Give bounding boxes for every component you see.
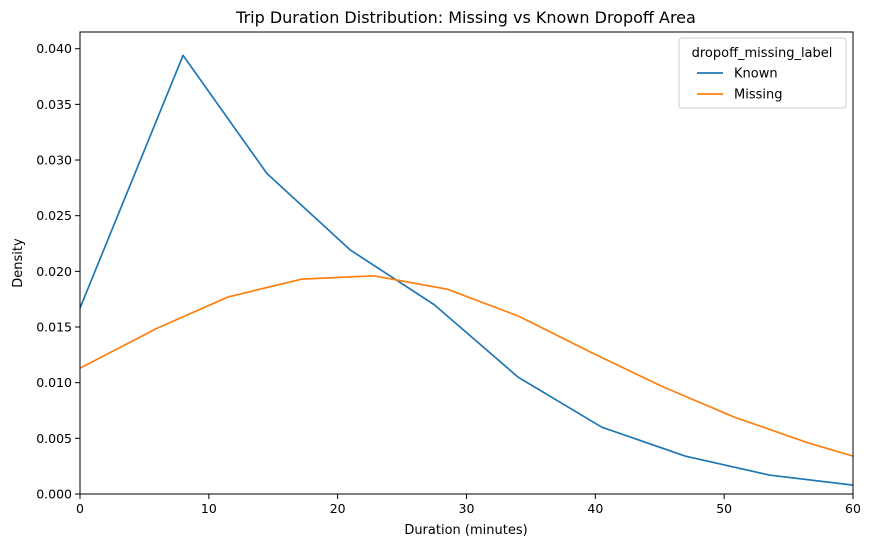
series-line-known	[80, 54, 853, 486]
chart-title: Trip Duration Distribution: Missing vs K…	[235, 8, 696, 27]
y-tick-label: 0.035	[36, 97, 72, 112]
y-tick-label: 0.030	[36, 153, 72, 168]
x-tick-label: 20	[330, 501, 346, 516]
y-tick-label: 0.000	[36, 487, 72, 502]
y-tick-label: 0.010	[36, 375, 72, 390]
x-tick-label: 10	[201, 501, 217, 516]
y-tick-label: 0.005	[36, 431, 72, 446]
y-tick-label: 0.025	[36, 208, 72, 223]
legend-entries: Known Missing	[697, 67, 782, 103]
x-tick-label: 50	[716, 501, 732, 516]
y-tick-label: 0.015	[36, 320, 72, 335]
series-lines	[80, 54, 853, 486]
legend-title: dropoff_missing_label	[692, 46, 833, 61]
y-tick-label: 0.040	[36, 41, 72, 56]
x-tick-label: 40	[587, 501, 603, 516]
legend-box	[678, 37, 847, 109]
series-line-missing	[80, 274, 853, 458]
x-axis-label: Duration (minutes)	[404, 523, 527, 538]
x-tick-label: 60	[845, 501, 861, 516]
y-tick-label: 0.020	[36, 264, 72, 279]
plot-area: 0 10 20 30 40 50 60 0.000 0.005 0.010 0.015 0.020 0.…	[36, 31, 861, 516]
legend-label-known: Known	[734, 67, 778, 82]
y-axis-label: Density	[11, 238, 26, 288]
legend-label-missing: Missing	[734, 88, 782, 103]
legend: dropoff_missing_label Known Missing	[678, 37, 847, 109]
x-tick-label: 30	[459, 501, 475, 516]
x-tick-label: 0	[76, 501, 84, 516]
